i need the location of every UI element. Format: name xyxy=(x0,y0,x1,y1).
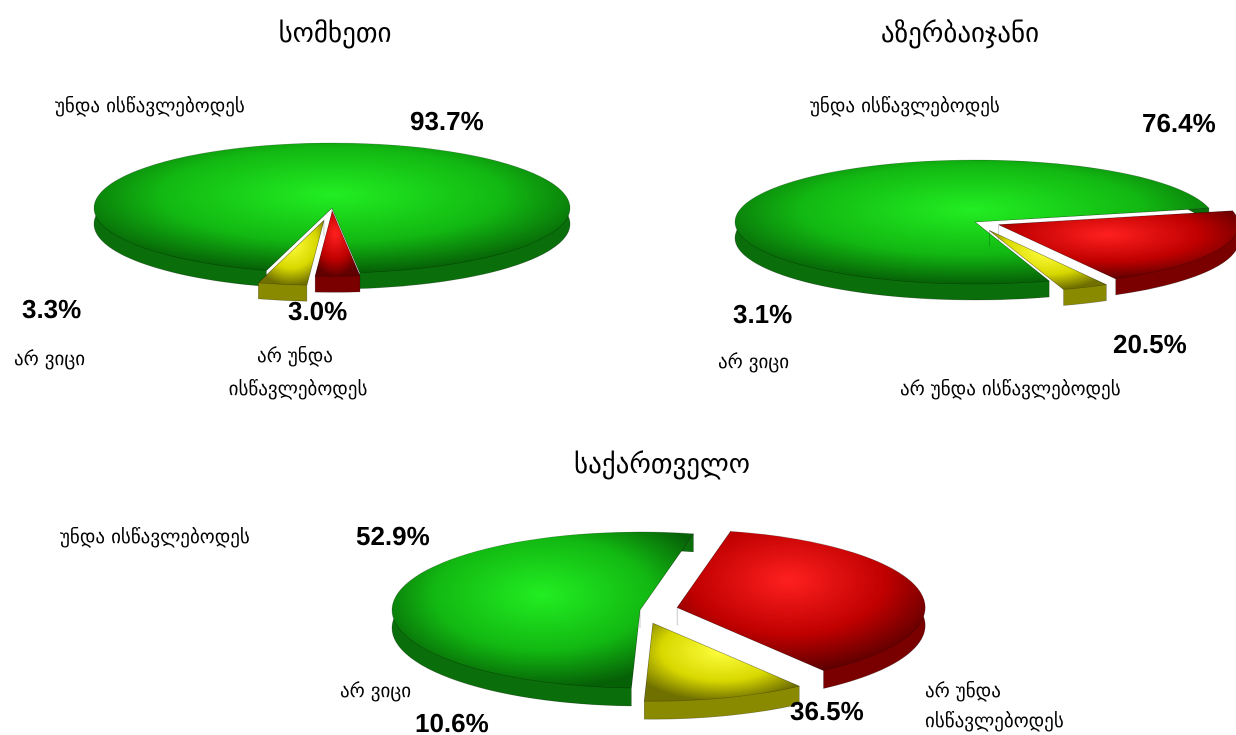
chart-3-label-should-not-study: არ უნდა ისწავლებოდეს xyxy=(925,680,1064,732)
chart-1-pct-dont-know: 3.3% xyxy=(22,294,81,324)
chart-2-pct-should-not-study: 20.5% xyxy=(1113,329,1187,359)
chart-1-slice-should-not-study xyxy=(314,210,361,277)
chart-1-label-should-study: უნდა ისწავლებოდეს xyxy=(55,95,245,117)
chart-3-label-should-not-study-line2: ისწავლებოდეს xyxy=(925,710,1064,732)
chart-1-pie xyxy=(93,142,571,302)
chart-1-pct-should-study: 93.7% xyxy=(410,106,484,136)
chart-1-title: სომხეთი xyxy=(279,18,392,49)
chart-1-slice-dont-know xyxy=(257,219,325,286)
chart-1-label-should-not-study-line1: არ უნდა xyxy=(257,345,333,367)
chart-1-label-should-not-study-line2: ისწავლებოდეს xyxy=(229,378,368,400)
chart-3-slice-dont-know xyxy=(643,622,801,702)
chart-2-pct-should-study: 76.4% xyxy=(1142,108,1216,138)
chart-2-slice-dont-know xyxy=(989,230,1108,290)
chart-2-slice-should-study xyxy=(734,159,1210,285)
chart-2-title: აზერბაიჯანი xyxy=(881,18,1039,49)
chart-3: საქართველო უნდა ისწავლებოდეს 52.9% არ ვი… xyxy=(60,449,1064,735)
chart-1-label-should-not-study: არ უნდა ისწავლებოდეს xyxy=(229,345,368,400)
chart-2-pct-dont-know: 3.1% xyxy=(733,299,792,329)
chart-3-slice-should-not-study xyxy=(676,531,926,671)
chart-1-label-dont-know: არ ვიცი xyxy=(14,348,85,370)
chart-2-label-dont-know: არ ვიცი xyxy=(718,351,789,373)
chart-2-pie xyxy=(734,159,1236,306)
chart-2-slice-should-not-study xyxy=(998,210,1236,280)
chart-3-pct-should-study: 52.9% xyxy=(356,521,430,551)
chart-3-pct-dont-know: 10.6% xyxy=(415,708,489,735)
chart-2-label-should-study: უნდა ისწავლებოდეს xyxy=(810,95,1000,117)
chart-1-pct-should-not-study: 3.0% xyxy=(288,296,347,326)
chart-2: აზერბაიჯანი უნდა ისწავლებოდეს 76.4% 3.1%… xyxy=(718,18,1236,400)
chart-3-label-should-study: უნდა ისწავლებოდეს xyxy=(60,526,250,548)
chart-3-pct-should-not-study: 36.5% xyxy=(790,696,864,726)
chart-3-title: საქართველო xyxy=(574,449,750,480)
chart-2-label-should-not-study: არ უნდა ისწავლებოდეს xyxy=(900,378,1121,400)
chart-1-slice-should-study xyxy=(93,142,571,273)
chart-1: სომხეთი უნდა ისწავლებოდეს 93.7% 3.3% არ … xyxy=(14,18,571,400)
chart-3-slice-should-study xyxy=(391,531,694,689)
chart-3-label-dont-know: არ ვიცი xyxy=(340,680,411,702)
chart-3-pie xyxy=(391,530,926,720)
chart-3-label-should-not-study-line1: არ უნდა xyxy=(925,680,1001,702)
